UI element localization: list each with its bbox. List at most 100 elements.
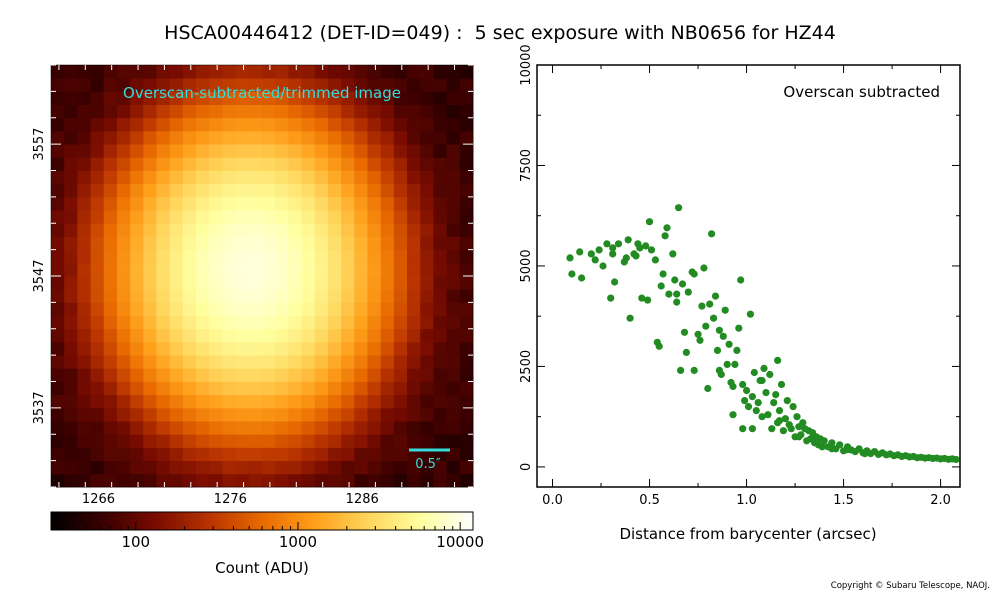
image-pixel [130,289,144,303]
image-pixel [248,460,263,475]
image-pixel [367,421,382,435]
image-pixels [51,65,474,488]
image-pixel [446,328,461,343]
image-pixel [459,196,474,211]
image-pixel [407,381,421,396]
scatter-point [702,322,710,330]
image-pixel [103,447,118,462]
image-pixel [288,249,302,264]
scatter-point [752,407,760,415]
image-pixel [248,381,263,396]
image-pixel [407,130,421,145]
image-pixel [314,473,329,488]
scatter-point [725,340,733,348]
image-pixel [248,276,263,290]
image-pixel [301,144,316,158]
image-pixel [64,170,78,185]
image-pixel [77,355,91,369]
image-pixel [446,434,461,448]
image-pixel [354,381,368,396]
scatter-point [777,380,786,389]
image-pixel [196,249,210,264]
image-pixel [156,368,171,382]
image-pixel [116,249,131,264]
image-pixel [262,407,276,422]
image-pixel [235,276,250,290]
image-pixel [182,104,197,119]
image-pixel [380,276,395,290]
image-pixel [182,91,197,105]
image-pixel [103,421,118,435]
image-pixel [116,289,131,303]
image-pixel [327,262,342,277]
image-pixel [222,196,237,211]
image-pixel [301,223,316,237]
image-pixel [341,104,355,119]
image-pixel [380,236,395,251]
scatter-point [663,224,671,232]
image-pixel [446,117,461,132]
scatter-point [607,294,615,302]
image-pixel [275,262,289,277]
image-pixel [459,144,474,158]
image-pixel [341,407,355,422]
image-pixel [433,117,448,132]
image-pixel [407,368,421,382]
image-pixel [169,447,184,462]
image-pixel [235,249,250,264]
scatter-points [566,204,960,464]
image-pixel [156,130,171,145]
image-pixel [407,341,421,356]
image-pixel [116,355,131,369]
image-pixel [459,460,474,475]
scatter-point [673,298,681,306]
scatter-point [711,292,720,300]
scatter-point [694,330,702,338]
image-pixel [275,236,289,251]
image-pixel [51,368,65,382]
image-pixel [380,183,395,198]
image-pixel [182,183,197,198]
image-pixel [248,407,263,422]
image-pixel [77,183,91,198]
scatter-point [576,248,584,256]
image-pixel [354,236,368,251]
colorbar: 100 1000 10000 Count (ADU) [50,511,484,577]
image-pixel [420,407,434,422]
image-pixel [314,262,329,277]
image-pixel [354,130,368,145]
plot-frame [536,64,961,488]
image-pixel [116,302,131,316]
scatter-point [818,443,826,451]
image-pixel [380,407,395,422]
image-pixel [196,302,210,316]
image-pixel [169,341,184,356]
image-pixel [262,289,276,303]
scatter-point [748,393,757,401]
image-pixel [235,341,250,356]
image-pixel [459,78,474,92]
image-pixel [393,91,408,105]
image-pixel [143,289,157,303]
scatter-point [644,296,652,304]
image-pixel [301,236,316,251]
image-pixel [130,157,144,171]
scatter-point [861,450,869,458]
image-pixel [327,104,342,119]
image-pixel [222,394,237,409]
image-pixel [341,117,355,132]
image-pixel [156,381,171,396]
image-pixel [77,394,91,409]
image-pixel [64,368,78,382]
image-pixel [354,144,368,158]
image-pixel [130,130,144,145]
image-pixel [314,447,329,462]
image-pixel [90,289,105,303]
image-pixel [103,276,118,290]
scatter-point [719,332,727,340]
image-pixel [393,183,408,198]
image-pixel [248,289,263,303]
scatter-point [677,366,685,374]
image-pixel [130,262,144,277]
